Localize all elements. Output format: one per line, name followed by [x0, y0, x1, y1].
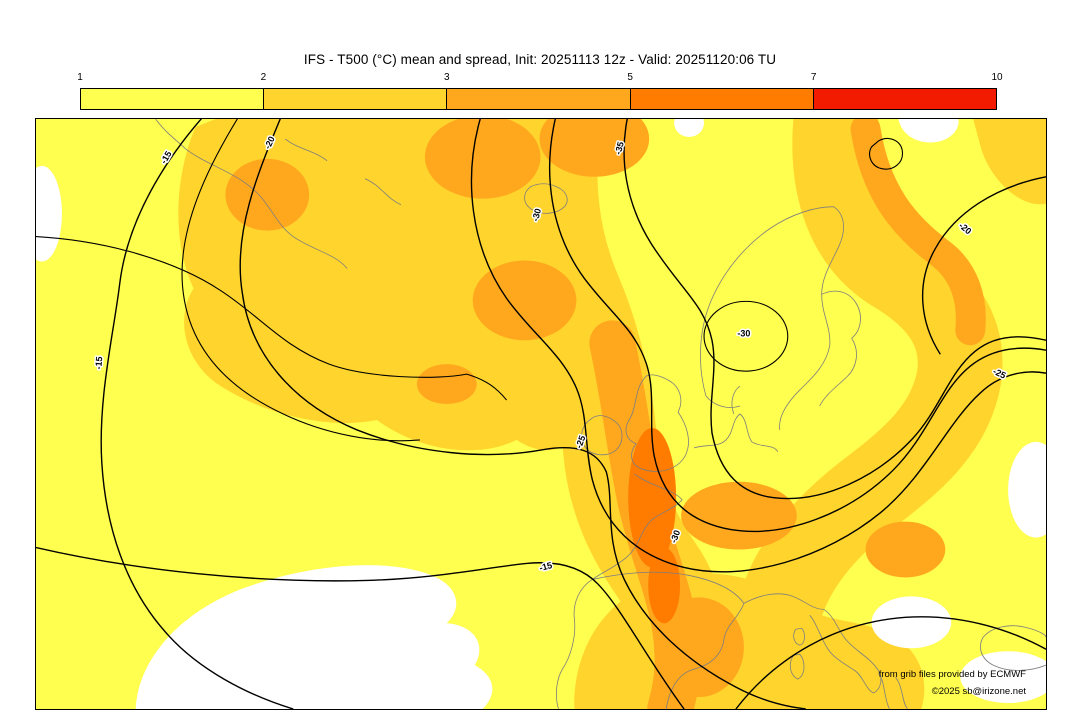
coastline-greenland	[185, 148, 348, 269]
credit-copyright: ©2025 sb@irizone.net	[931, 686, 1026, 698]
contour-label: -15	[93, 356, 104, 370]
colorbar-segment-4	[630, 89, 814, 109]
coastline-northsea	[693, 413, 779, 453]
spread-region	[1008, 441, 1046, 538]
coastline-balkans-1	[878, 672, 890, 709]
spread-region	[898, 119, 959, 143]
spread-region	[960, 651, 1046, 704]
contour-line-30	[548, 119, 1046, 533]
spread-region	[539, 119, 650, 177]
coastline-blacksea-s	[980, 637, 1046, 671]
contour-layer	[36, 119, 1046, 709]
spread-region	[416, 364, 477, 405]
contour-line-25	[470, 119, 1046, 573]
map-canvas: -15 -15 -20 -30 -35 -25 -30 -20 -25 -15 …	[36, 119, 1046, 709]
spread-region	[674, 119, 705, 137]
coastline-med-france	[743, 593, 824, 610]
spread-region	[871, 596, 952, 649]
coastline-sardinia	[789, 653, 805, 680]
coastline-norway	[700, 206, 834, 397]
colorbar-tick-label: 2	[260, 72, 267, 83]
colorbar-tick-label: 5	[627, 72, 633, 83]
contour-line-inner-west	[181, 119, 420, 442]
coastline-skagerrak	[705, 395, 741, 408]
colorbar-tick-label: 10	[991, 72, 1003, 83]
coastline-corsica	[793, 627, 805, 646]
spread-region	[424, 119, 541, 199]
coastline-jutland	[731, 385, 741, 415]
spread-region	[628, 427, 677, 568]
spread-fill-layer	[36, 119, 1046, 709]
contour-closed-loop-small	[869, 138, 903, 170]
spread-region	[865, 521, 946, 578]
spread-region	[225, 158, 310, 231]
colorbar-segment-1	[81, 89, 265, 109]
coastline-arctic-1	[285, 138, 328, 162]
contour-line-southeast	[735, 616, 1046, 709]
coastline-britain	[625, 374, 689, 472]
contour-line-15-south	[36, 546, 685, 709]
contour-closed-loop-scandinavia	[703, 300, 789, 372]
contour-line-west-branch	[36, 236, 508, 401]
coastline-iceland	[524, 183, 568, 214]
coastline-italy	[809, 608, 882, 694]
coastline-iberia	[592, 571, 745, 709]
spread-region	[135, 565, 493, 709]
contour-line-20	[239, 119, 806, 709]
forecast-map: -15 -15 -20 -30 -35 -25 -30 -20 -25 -15 …	[35, 118, 1047, 710]
coastline-iberia-west	[555, 579, 593, 709]
colorbar-segment-3	[447, 89, 631, 109]
colorbar-segment-2	[264, 89, 448, 109]
colorbar-tick-label: 7	[810, 72, 817, 83]
spread-region	[681, 481, 797, 550]
credit-ecmwf: from grib files provided by ECMWF	[878, 668, 1026, 680]
coastline-france	[592, 473, 683, 580]
colorbar-tick-label: 1	[77, 72, 83, 83]
page-title: IFS - T500 (°C) mean and spread, Init: 2…	[303, 52, 777, 67]
spread-colorbar: 1 2 3 5 7 10	[77, 72, 1003, 110]
colorbar-segment-5	[813, 89, 997, 109]
colorbar-scale	[80, 88, 997, 110]
contour-label: -35	[613, 141, 626, 156]
contour-line-ridge	[921, 176, 1046, 355]
coastline-bothnia	[821, 290, 861, 339]
coastline-greenland-n	[155, 119, 186, 150]
coastline-finland	[819, 338, 857, 407]
spread-region	[973, 119, 1046, 205]
map-credits: from grib files provided by ECMWF ©2025 …	[879, 666, 1026, 701]
coastline-arctic-2	[364, 178, 402, 206]
contour-line-35	[623, 119, 1046, 500]
contour-line-15-west	[100, 119, 294, 709]
coastline-sweden-baltic	[779, 206, 844, 431]
colorbar-tick-label: 3	[444, 72, 450, 83]
coastline-balkans-2	[895, 676, 908, 709]
spread-region	[472, 260, 577, 341]
coastline-blacksea-n	[982, 625, 1046, 638]
coastline-ireland	[581, 415, 623, 456]
spread-region	[648, 547, 681, 624]
coastline-layer	[155, 119, 1046, 709]
contour-label: -30	[737, 328, 750, 338]
